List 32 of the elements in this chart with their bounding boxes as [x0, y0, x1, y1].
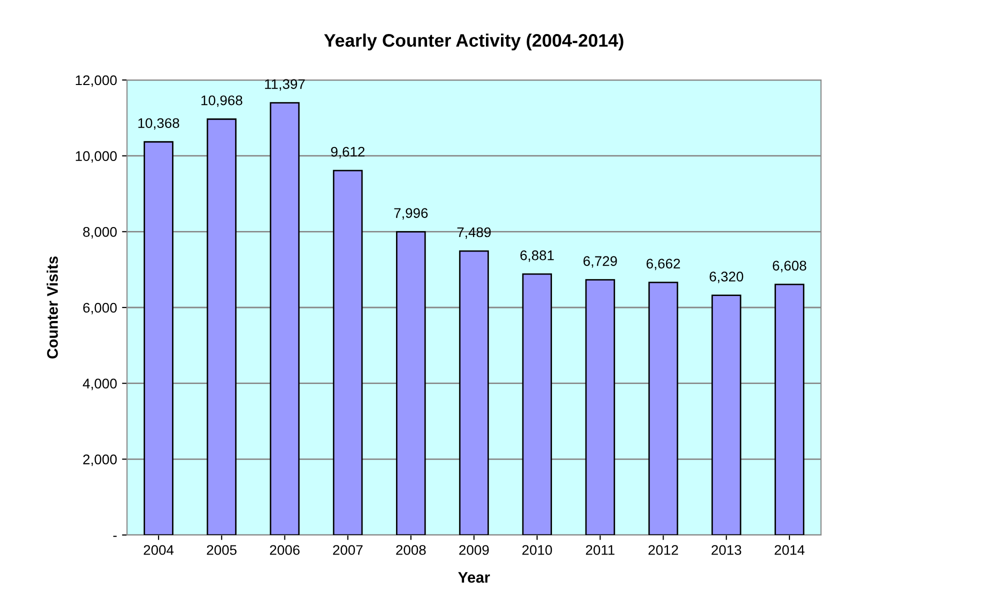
x-tick-label: 2013 [712, 545, 742, 555]
data-label: 7,996 [394, 208, 428, 220]
x-tick-label: 2012 [648, 545, 678, 555]
data-label: 6,729 [584, 256, 617, 268]
y-tick-label: 10,000 [76, 151, 117, 163]
y-tick-label: - [113, 536, 117, 537]
x-tick-label: 2004 [144, 545, 174, 555]
y-axis-title: Counter Visits [46, 256, 58, 359]
x-tick-label: 2007 [333, 545, 363, 555]
data-label: 6,881 [520, 250, 554, 262]
y-tick-label: 8,000 [83, 227, 117, 238]
y-tick-label: 12,000 [76, 75, 117, 87]
x-axis-title: Year [458, 572, 490, 583]
x-tick-label: 2010 [522, 545, 552, 555]
chart-title: Yearly Counter Activity (2004-2014) [324, 34, 624, 50]
data-label: 7,489 [457, 227, 491, 239]
data-label: 10,968 [201, 95, 242, 107]
x-tick-label: 2014 [774, 545, 804, 555]
data-label: 11,397 [265, 79, 305, 91]
x-tick-label: 2005 [206, 545, 237, 555]
y-tick-label: 2,000 [83, 454, 117, 466]
y-tick-label: 4,000 [82, 378, 117, 390]
x-tick-label: 2011 [586, 545, 614, 555]
x-tick-label: 2006 [270, 545, 300, 555]
x-tick-label: 2008 [396, 545, 426, 555]
y-tick-label: 6,000 [83, 302, 117, 314]
data-label: 9,612 [331, 146, 364, 158]
data-label: 6,608 [772, 260, 806, 272]
x-tick-label: 2009 [459, 545, 489, 555]
data-label: 10,368 [138, 118, 180, 130]
data-label: 6,320 [710, 272, 744, 284]
data-label: 6,662 [646, 258, 680, 270]
